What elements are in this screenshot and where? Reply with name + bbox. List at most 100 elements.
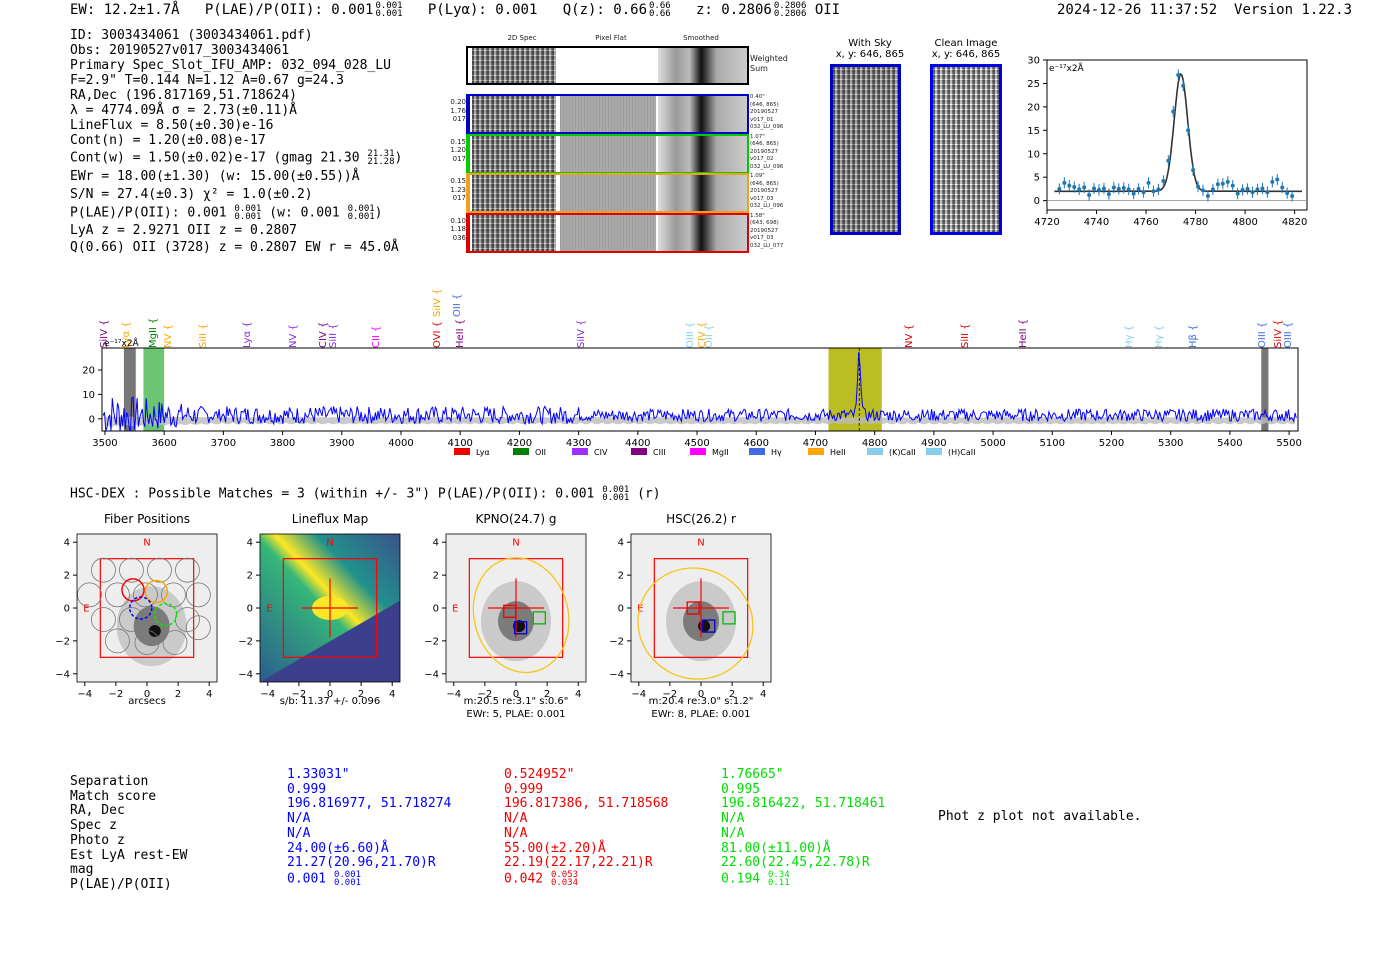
match-mag: 21.27(20.96,21.70)R (287, 855, 436, 871)
search-box (653, 558, 749, 658)
legend-label: CIII (653, 448, 666, 457)
panel-xtick-label: −4 (77, 689, 92, 700)
cutout-stat: 036 (452, 233, 466, 242)
match-score: 0.995 (721, 781, 761, 797)
panel-title: HSC(26.2) r (666, 512, 736, 526)
fiber-circle (119, 557, 144, 583)
match-marker (702, 619, 716, 633)
cutout-stat: 017 (452, 194, 466, 202)
cutout-smoothed (658, 214, 747, 251)
line-fit-point (1245, 186, 1250, 191)
cutout-meta: (643, 698) (750, 220, 779, 226)
match-labels: Separation Match score RA, Dec Spec z Ph… (70, 774, 187, 893)
header-timestamp-group: 2024-12-26 11:37:52 Version 1.22.3 (1057, 2, 1352, 18)
match-marker (686, 601, 700, 615)
imaging-panel: N E −4 −4 −2 −2 0 0 2 2 4 4 (424, 533, 587, 700)
info-sn: S/N = 27.4(±0.3) χ² = 1.0(±0.2) (70, 187, 313, 202)
cutout-meta: 0.40" (750, 94, 765, 100)
legend-label: (H)CaII (948, 448, 975, 457)
legend-label: CIV (594, 448, 608, 457)
east-label: E (637, 603, 643, 614)
match-sep: 0.524952" (504, 767, 575, 782)
galaxy-ellipse (472, 557, 570, 674)
north-label: N (697, 538, 704, 549)
cutout-meta: 032_LU_096 (750, 203, 784, 209)
fiber-circle (119, 607, 144, 632)
spectrum-xtick-label: 3600 (151, 438, 176, 449)
line-fit-point (1270, 179, 1275, 184)
line-fit-model (1054, 72, 1302, 193)
spectrum-xtick-label: 3500 (92, 438, 117, 449)
line-fit-point (1285, 191, 1290, 196)
cutout-row-meta: 1.09" (646, 865) 20190527 v017_03 032_LU_096 (750, 173, 800, 211)
line-fit-point (1087, 193, 1092, 197)
spectrum-xtick-label: 4400 (625, 438, 650, 449)
line-fit-point (1116, 186, 1121, 191)
photz-note: Phot z plot not available. (938, 809, 1142, 824)
match-mag: 22.19(22.17,22.21)R (504, 855, 653, 871)
panel-xlabel: s/b: 11.37 +/- 0.096 (279, 696, 381, 707)
info-plae-w-end: ) (374, 205, 383, 221)
panel-xtick-label: 0 (513, 689, 519, 700)
hsc-dex-end: (r) (637, 486, 661, 502)
hsc-dex-summary: HSC-DEX : Possible Matches = 3 (within +… (70, 486, 661, 503)
spectrum-xtick-label: 5100 (1040, 438, 1065, 449)
weighted-sum-row (466, 46, 749, 85)
info-lineflux: LineFlux = 8.50(±0.30)e-16 (70, 118, 274, 133)
line-fit-point (1176, 73, 1181, 77)
line-fit-point (1146, 180, 1151, 185)
with-sky-xy: x, y: 646, 865 (835, 49, 905, 60)
fiber-circle (133, 582, 158, 608)
match-column: 1.33031" 0.999 196.816977, 51.718274 N/A N/A… (287, 767, 452, 887)
info-contw-sub: 21.28 (367, 157, 395, 167)
cutout-meta: v017_02 (750, 156, 774, 162)
spectrum-frame (101, 347, 1299, 432)
match-label: Photo z (70, 832, 125, 848)
line-fit-ytick-label: 10 (1027, 149, 1040, 160)
line-fit-point (1077, 187, 1082, 192)
info-slot: Primary Spec_Slot_IFU_AMP: 032_094_028_L… (70, 58, 391, 73)
cutout-stat: 0.20 (450, 98, 466, 106)
cutout-stat: 1.20 (450, 146, 466, 154)
spectrum-xtick-label: 5200 (1099, 438, 1124, 449)
cutout-smoothed (658, 175, 747, 211)
info-id: ID: 3003434061 (3003434061.pdf) (70, 28, 313, 43)
match-radec: 196.816977, 51.718274 (287, 796, 452, 812)
clean-image-xy: x, y: 646, 865 (931, 49, 1001, 60)
header-z-line: OII (814, 2, 841, 18)
line-fit-point (1161, 178, 1166, 183)
line-fit-point (1255, 187, 1260, 192)
spectrum-line-label: SiIV { (432, 288, 444, 317)
panel-ytick-label: 4 (64, 538, 70, 549)
panel-xtick-label: 0 (144, 689, 150, 700)
line-fit-point (1265, 190, 1270, 195)
panel-sublabel: EWr: 8, PLAE: 0.001 (651, 709, 751, 720)
match-label: P(LAE)/P(OII) (70, 876, 172, 892)
header-qz-sub: 0.66 (649, 9, 671, 19)
line-fit-point (1181, 83, 1186, 88)
cutout-meta: 1.09" (750, 173, 765, 179)
match-ew: 81.00(±11.00)Å (721, 840, 831, 856)
cutout-smoothed (658, 96, 747, 132)
panel-xtick-label: 2 (729, 689, 735, 700)
match-marker (532, 611, 546, 625)
match-ew: 55.00(±2.20)Å (504, 840, 606, 856)
info-plae-sup: 0.001 (234, 204, 262, 214)
legend-label: MgII (712, 448, 729, 457)
search-box (282, 558, 378, 658)
header-ew: EW: 12.2±1.7Å (70, 2, 180, 18)
cutout-row-marker (466, 134, 470, 173)
cutout-meta: 1.07" (750, 133, 765, 140)
header-z-sup: 0.2806 (773, 1, 807, 11)
match-plae-value: 0.001 (287, 871, 334, 887)
panel-ytick-label: 4 (433, 538, 439, 549)
fiber-circle (134, 630, 160, 655)
spectrum-line-label: OII { (452, 293, 464, 317)
panel-ytick-label: −4 (609, 669, 624, 680)
legend-label: Lyα (476, 448, 490, 457)
cutout-stat: 0.15 (450, 177, 466, 185)
line-fit-xtick-label: 4780 (1183, 217, 1208, 228)
panel-xtick-label: −2 (478, 689, 493, 700)
fiber-circle (77, 582, 102, 608)
line-fit-point (1250, 190, 1255, 195)
